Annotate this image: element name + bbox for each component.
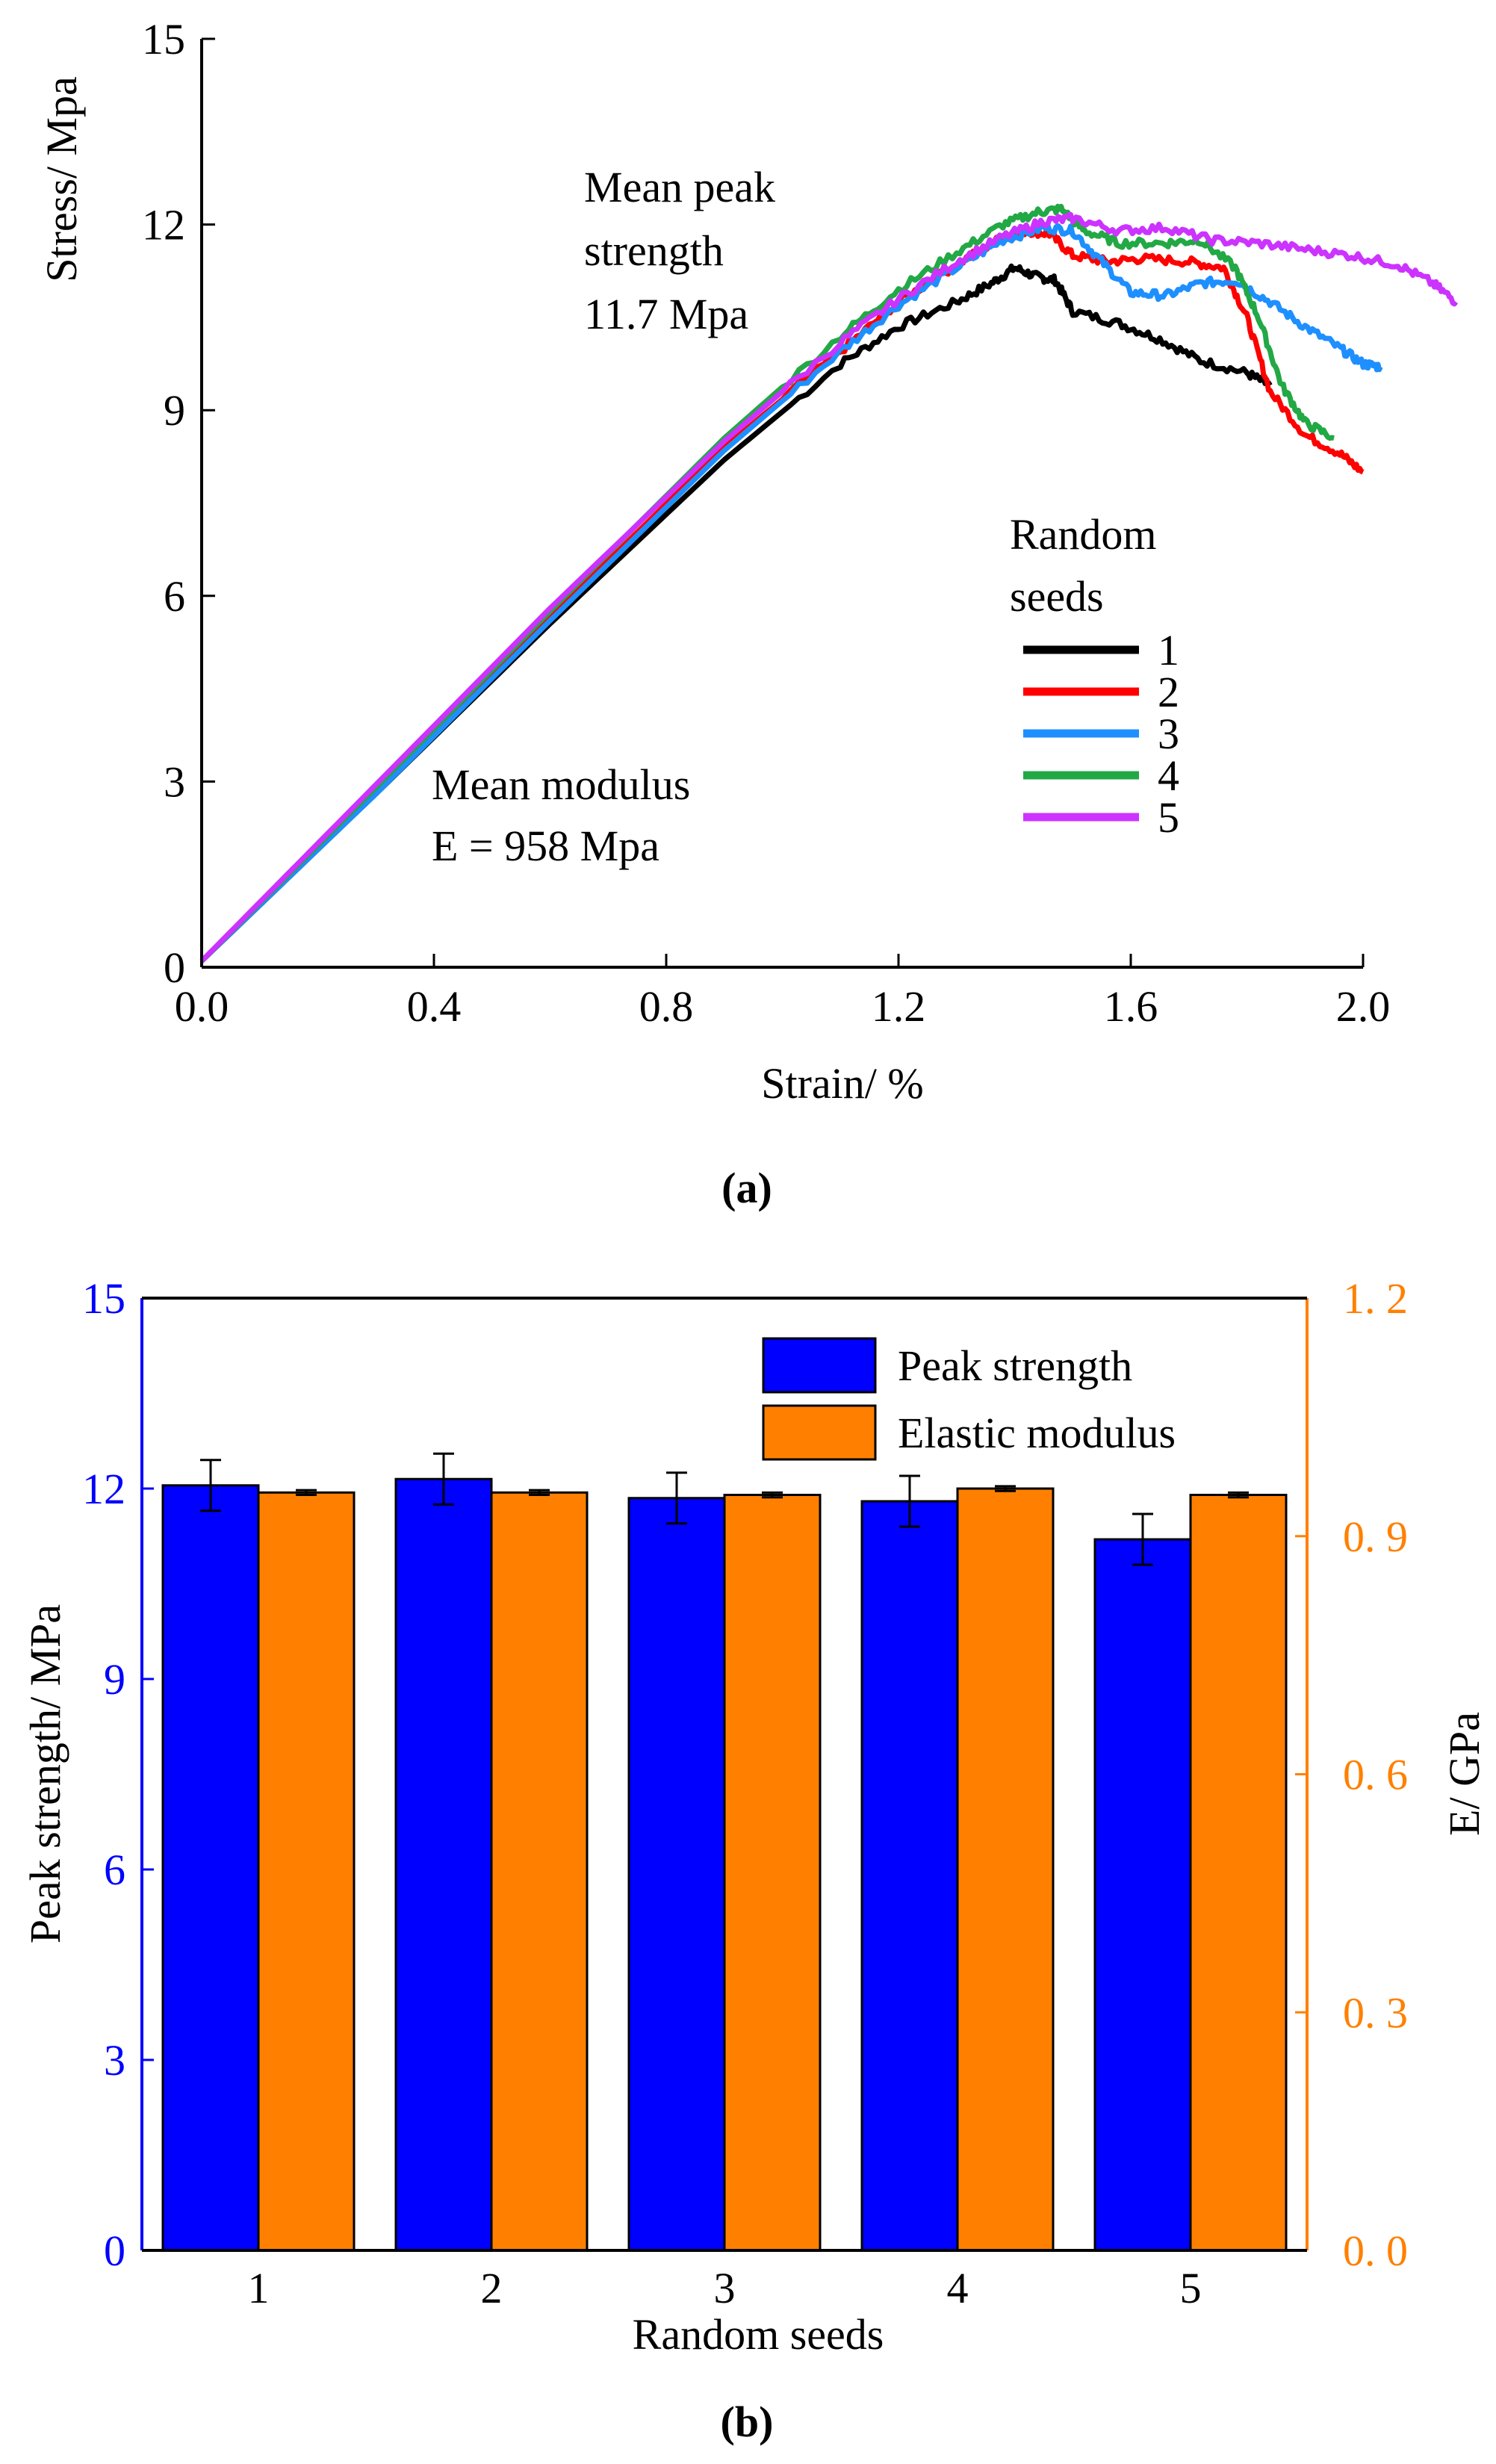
legend-swatch-elastic-modulus: [762, 1404, 877, 1461]
series-line-1: [199, 263, 1273, 963]
panel-b-right-tick-label: 1. 2: [1343, 1274, 1408, 1323]
panel-a-x-tick-label: 1.2: [872, 982, 926, 1031]
panel-a-x-tick-label: 0.0: [175, 982, 229, 1031]
panel-b-right-tick-label: 0. 0: [1343, 2226, 1408, 2275]
panel-b-right-tick-label: 0. 6: [1343, 1751, 1408, 1799]
peak-annotation-line-2: strength: [584, 226, 724, 275]
bar-elastic-modulus-2: [490, 1491, 589, 2252]
legend-label-4: 4: [1158, 751, 1179, 800]
legend-title-line-1: Random: [1010, 510, 1157, 559]
series-line-2: [199, 225, 1365, 963]
bar-peak-strength-2: [394, 1477, 493, 2252]
panel-b-left-tick-label: 12: [82, 1465, 125, 1513]
panel-a-xlabel: Strain/ %: [761, 1059, 923, 1108]
peak-annotation: Mean peak strength 11.7 Mpa: [584, 163, 775, 338]
series-line-5: [199, 211, 1459, 963]
modulus-annotation-line-1: Mean modulus: [432, 760, 690, 809]
peak-annotation-line-3: 11.7 Mpa: [584, 290, 748, 338]
panel-b-left-tick-label: 6: [104, 1846, 125, 1894]
series-line-4: [199, 203, 1335, 963]
bar-elastic-modulus-4: [956, 1487, 1055, 2252]
panel-a-y-tick-label: 3: [164, 757, 185, 806]
panel-b-right-tick-label: 0. 3: [1343, 1988, 1408, 2037]
legend-swatch-peak-strength: [762, 1337, 877, 1394]
series-line-3: [199, 222, 1383, 963]
panel-a-x-tick-label: 0.4: [407, 982, 462, 1031]
panel-b-label: (b): [721, 2398, 774, 2446]
peak-annotation-line-1: Mean peak: [584, 163, 775, 211]
panel-a-x-tick-label: 0.8: [639, 982, 694, 1031]
panel-b-legend: Peak strength Elastic modulus: [762, 1337, 1176, 1461]
bar-peak-strength-4: [860, 1500, 959, 2252]
panel-a-label: (a): [721, 1164, 772, 1212]
panel-a-ylabel: Stress/ Mpa: [37, 76, 86, 282]
panel-b-bars: [161, 1452, 1288, 2252]
panel-a-y-tick-label: 9: [164, 386, 185, 435]
legend-label-peak-strength: Peak strength: [898, 1341, 1132, 1390]
panel-b-xlabel: Random seeds: [633, 2310, 884, 2359]
panel-b-left-tick-label: 0: [104, 2226, 125, 2275]
legend-label-2: 2: [1158, 668, 1179, 716]
bar-elastic-modulus-1: [257, 1491, 356, 2252]
panel-b-x-tick-label: 3: [714, 2264, 736, 2312]
panel-b-left-tick-label: 9: [104, 1655, 125, 1704]
panel-b-x-tick-label: 2: [481, 2264, 503, 2312]
panel-b-ylabel-right: E/ GPa: [1440, 1712, 1489, 1836]
panel-b-left-tick-label: 15: [82, 1274, 125, 1323]
panel-a-y-tick-label: 6: [164, 572, 185, 621]
panel-b-left-tick-label: 3: [104, 2036, 125, 2085]
modulus-annotation: Mean modulus E = 958 Mpa: [432, 760, 690, 870]
panel-a-y-tick-label: 15: [142, 15, 185, 63]
legend-title-line-2: seeds: [1010, 572, 1104, 621]
legend-label-elastic-modulus: Elastic modulus: [898, 1409, 1176, 1457]
legend-label-1: 1: [1158, 626, 1179, 674]
bar-elastic-modulus-5: [1189, 1494, 1288, 2252]
panel-b-ylabel-left: Peak strength/ MPa: [21, 1604, 69, 1943]
bar-peak-strength-5: [1093, 1538, 1192, 2252]
bar-peak-strength-3: [627, 1497, 726, 2252]
panel-b-x-tick-label: 4: [947, 2264, 969, 2312]
legend-label-5: 5: [1158, 793, 1179, 842]
panel-b-right-tick-label: 0. 9: [1343, 1512, 1408, 1561]
legend-label-3: 3: [1158, 710, 1179, 758]
modulus-annotation-line-2: E = 958 Mpa: [432, 822, 659, 870]
panel-a-x-tick-label: 1.6: [1104, 982, 1158, 1031]
panel-b-x-tick-label: 5: [1180, 2264, 1202, 2312]
panel-a-series: [199, 203, 1459, 963]
panel-a-y-tick-label: 0: [164, 943, 185, 992]
bar-elastic-modulus-3: [723, 1494, 822, 2252]
bar-peak-strength-1: [161, 1484, 260, 2252]
panel-a-x-tick-label: 2.0: [1336, 982, 1391, 1031]
panel-b-x-tick-label: 1: [248, 2264, 270, 2312]
panel-a-y-tick-label: 12: [142, 201, 185, 249]
